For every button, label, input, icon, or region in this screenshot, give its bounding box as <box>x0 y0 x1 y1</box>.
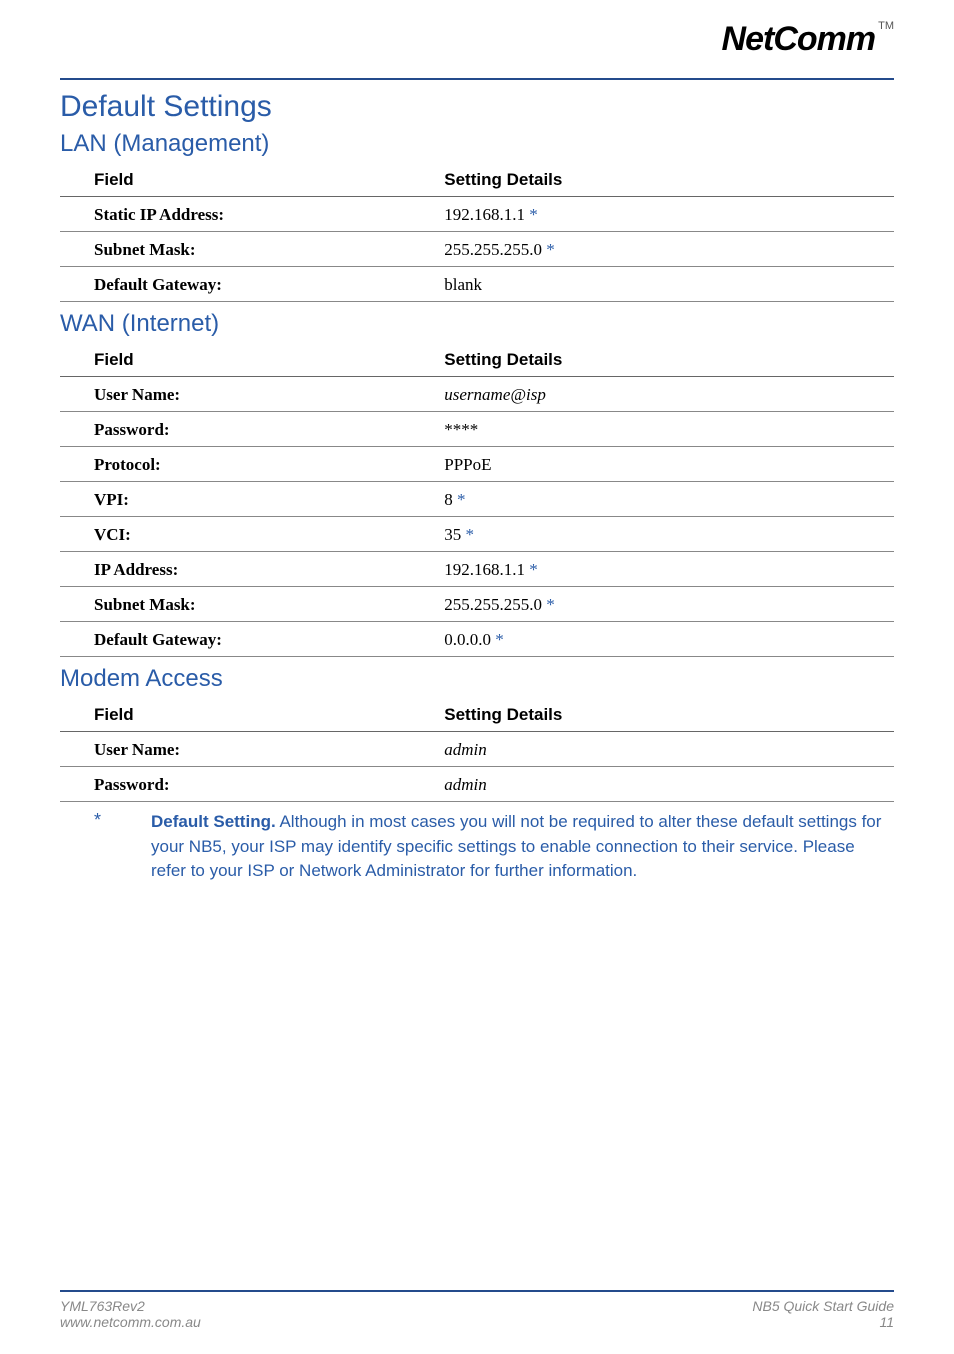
brand-logo: NetCommTM <box>722 20 894 59</box>
modem-pass-value: admin <box>410 767 894 802</box>
footnote-text: Default Setting. Although in most cases … <box>151 810 894 884</box>
page-title: Default Settings <box>60 90 894 124</box>
wan-vci-value-text: 35 <box>444 525 465 544</box>
table-row: Subnet Mask: 255.255.255.0 * <box>60 587 894 622</box>
wan-pass-label: Password: <box>60 412 410 447</box>
lan-mask-value: 255.255.255.0 * <box>410 232 894 267</box>
modem-col1: Field <box>60 697 410 732</box>
table-row: Subnet Mask: 255.255.255.0 * <box>60 232 894 267</box>
table-row: User Name: username@isp <box>60 377 894 412</box>
wan-ip-label: IP Address: <box>60 552 410 587</box>
wan-ip-value-text: 192.168.1.1 <box>444 560 529 579</box>
table-row: Password: admin <box>60 767 894 802</box>
wan-proto-label: Protocol: <box>60 447 410 482</box>
wan-proto-value: PPPoE <box>410 447 894 482</box>
lan-heading: LAN (Management) <box>60 130 894 158</box>
wan-vci-value: 35 * <box>410 517 894 552</box>
wan-vpi-value: 8 * <box>410 482 894 517</box>
footer-right: NB5 Quick Start Guide 11 <box>752 1298 894 1330</box>
star-icon: * <box>495 630 504 649</box>
table-row: Password: **** <box>60 412 894 447</box>
lan-mask-label: Subnet Mask: <box>60 232 410 267</box>
wan-gw-value: 0.0.0.0 * <box>410 622 894 657</box>
table-row: User Name: admin <box>60 732 894 767</box>
lan-gw-value: blank <box>410 267 894 302</box>
table-header-row: Field Setting Details <box>60 697 894 732</box>
wan-mask-value-text: 255.255.255.0 <box>444 595 546 614</box>
wan-gw-label: Default Gateway: <box>60 622 410 657</box>
wan-mask-label: Subnet Mask: <box>60 587 410 622</box>
table-row: VPI: 8 * <box>60 482 894 517</box>
lan-col2: Setting Details <box>410 162 894 197</box>
wan-user-label: User Name: <box>60 377 410 412</box>
star-icon: * <box>529 205 538 224</box>
table-row: Protocol: PPPoE <box>60 447 894 482</box>
lan-ip-value-text: 192.168.1.1 <box>444 205 529 224</box>
modem-pass-label: Password: <box>60 767 410 802</box>
modem-heading: Modem Access <box>60 665 894 693</box>
wan-heading: WAN (Internet) <box>60 310 894 338</box>
logo-tm: TM <box>878 20 894 32</box>
modem-user-value: admin <box>410 732 894 767</box>
wan-vpi-label: VPI: <box>60 482 410 517</box>
logo-text: NetComm <box>722 20 876 58</box>
wan-table: Field Setting Details User Name: usernam… <box>60 342 894 657</box>
lan-gw-label: Default Gateway: <box>60 267 410 302</box>
footer-page-number: 11 <box>752 1314 894 1330</box>
modem-col2: Setting Details <box>410 697 894 732</box>
wan-vci-label: VCI: <box>60 517 410 552</box>
modem-table: Field Setting Details User Name: admin P… <box>60 697 894 802</box>
star-icon: * <box>546 240 555 259</box>
footer-doc-title: NB5 Quick Start Guide <box>752 1298 894 1314</box>
wan-pass-value: **** <box>410 412 894 447</box>
lan-mask-value-text: 255.255.255.0 <box>444 240 546 259</box>
table-header-row: Field Setting Details <box>60 162 894 197</box>
table-row: VCI: 35 * <box>60 517 894 552</box>
page-footer: YML763Rev2 www.netcomm.com.au NB5 Quick … <box>60 1290 894 1330</box>
wan-ip-value: 192.168.1.1 * <box>410 552 894 587</box>
footnote-star-icon: * <box>94 810 101 884</box>
footer-left: YML763Rev2 www.netcomm.com.au <box>60 1298 201 1330</box>
table-row: Default Gateway: blank <box>60 267 894 302</box>
header-rule <box>60 78 894 80</box>
footnote-label: Default Setting. <box>151 812 276 831</box>
star-icon: * <box>466 525 475 544</box>
table-header-row: Field Setting Details <box>60 342 894 377</box>
wan-gw-value-text: 0.0.0.0 <box>444 630 495 649</box>
lan-col1: Field <box>60 162 410 197</box>
star-icon: * <box>529 560 538 579</box>
wan-vpi-value-text: 8 <box>444 490 457 509</box>
star-icon: * <box>546 595 555 614</box>
table-row: Static IP Address: 192.168.1.1 * <box>60 197 894 232</box>
table-row: Default Gateway: 0.0.0.0 * <box>60 622 894 657</box>
table-row: IP Address: 192.168.1.1 * <box>60 552 894 587</box>
lan-ip-label: Static IP Address: <box>60 197 410 232</box>
wan-user-value: username@isp <box>410 377 894 412</box>
modem-user-label: User Name: <box>60 732 410 767</box>
wan-mask-value: 255.255.255.0 * <box>410 587 894 622</box>
wan-col1: Field <box>60 342 410 377</box>
footnote-block: * Default Setting. Although in most case… <box>60 810 894 884</box>
footer-rev: YML763Rev2 <box>60 1298 201 1314</box>
star-icon: * <box>457 490 466 509</box>
footer-url: www.netcomm.com.au <box>60 1314 201 1330</box>
lan-ip-value: 192.168.1.1 * <box>410 197 894 232</box>
lan-table: Field Setting Details Static IP Address:… <box>60 162 894 302</box>
wan-col2: Setting Details <box>410 342 894 377</box>
